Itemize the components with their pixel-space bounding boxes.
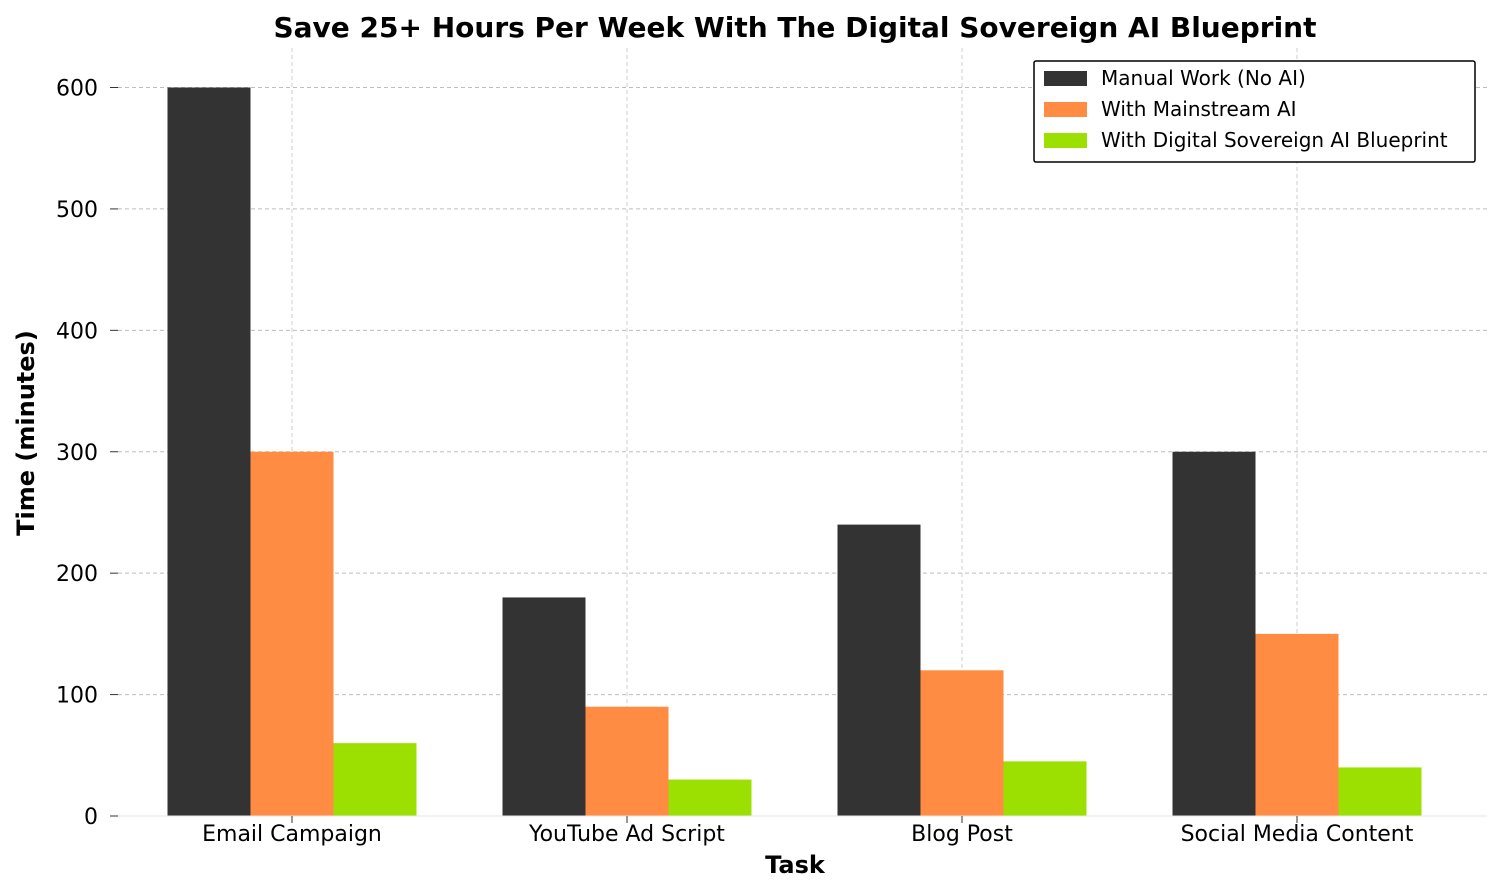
bar-manual-work-no-ai-1 [167, 87, 251, 816]
x-tick-label: Social Media Content [1181, 822, 1414, 847]
bar-with-mainstream-ai-1 [250, 451, 334, 816]
bar-manual-work-no-ai-3 [837, 524, 921, 816]
legend-label: With Mainstream AI [1101, 97, 1297, 121]
legend-label: With Digital Sovereign AI Blueprint [1101, 128, 1448, 152]
y-tick-label: 600 [56, 77, 98, 102]
bar-with-digital-sovereign-ai-blueprint-1 [333, 743, 417, 816]
y-tick-label: 500 [56, 198, 98, 223]
bar-with-digital-sovereign-ai-blueprint-3 [1003, 761, 1087, 816]
legend-swatch [1044, 102, 1087, 117]
legend-label: Manual Work (No AI) [1101, 66, 1306, 90]
y-tick-label: 100 [56, 684, 98, 709]
axes: 0 100 200 300 400 500 600 Email Campaign YouTube… [56, 77, 1487, 847]
y-tick-label: 0 [84, 805, 98, 830]
x-tick-label: Blog Post [911, 822, 1013, 847]
bar-with-digital-sovereign-ai-blueprint-4 [1338, 767, 1422, 816]
y-tick-label: 400 [56, 319, 98, 344]
chart-title: Save 25+ Hours Per Week With The Digital… [273, 11, 1316, 44]
bar-manual-work-no-ai-2 [502, 597, 586, 816]
y-tick-label: 300 [56, 441, 98, 466]
legend: Manual Work (No AI) With Mainstream AI Wit… [1033, 60, 1476, 163]
bar-manual-work-no-ai-4 [1172, 451, 1256, 816]
y-tick-label: 200 [56, 562, 98, 587]
legend-swatch [1044, 133, 1087, 148]
legend-swatch [1044, 71, 1087, 86]
bar-with-mainstream-ai-2 [585, 706, 669, 816]
x-tick-label: Email Campaign [202, 822, 382, 847]
legend-frame [1033, 60, 1476, 163]
bars [167, 87, 1422, 816]
bar-with-mainstream-ai-4 [1255, 633, 1339, 816]
bar-with-mainstream-ai-3 [920, 670, 1004, 816]
x-tick-label: YouTube Ad Script [528, 822, 725, 847]
x-axis-label: Task [765, 851, 826, 879]
bar-with-digital-sovereign-ai-blueprint-2 [668, 779, 752, 816]
y-axis-label: Time (minutes) [12, 330, 40, 536]
